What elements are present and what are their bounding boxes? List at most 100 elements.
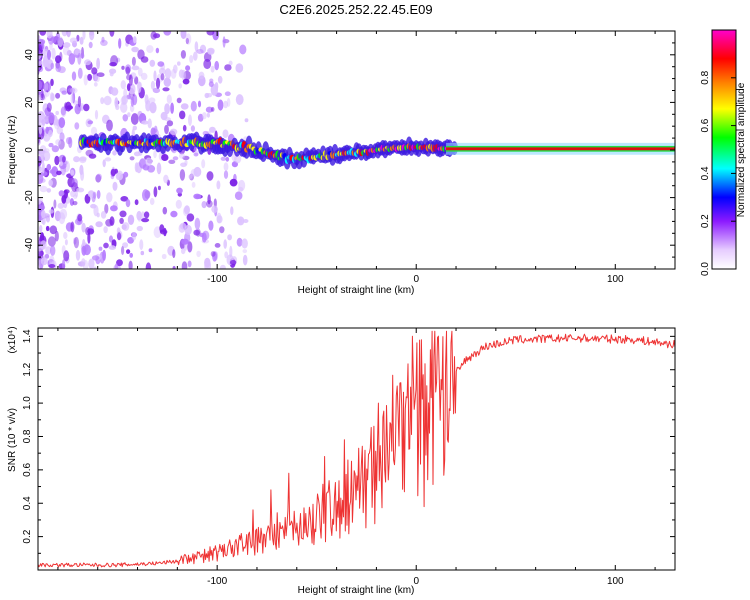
noise-blob — [188, 174, 193, 179]
colorbar: 0.0 0.2 0.4 0.6 0.8 Normalized spectral ampl… — [700, 29, 747, 276]
noise-blob — [148, 248, 153, 253]
noise-blob — [84, 59, 92, 66]
noise-blob — [225, 156, 230, 162]
noise-blob — [109, 216, 115, 226]
noise-blob — [161, 253, 167, 260]
noise-blob — [162, 206, 168, 215]
noise-blob — [137, 67, 143, 77]
noise-blob — [103, 242, 109, 249]
noise-blob — [118, 38, 122, 49]
noise-blob — [45, 225, 50, 232]
noise-blob — [80, 169, 85, 181]
noise-blob — [121, 65, 125, 70]
noise-blob — [164, 68, 172, 79]
noise-blob — [157, 185, 161, 191]
noise-blob — [159, 224, 165, 233]
noise-blob — [121, 246, 125, 255]
noise-blob — [136, 210, 142, 221]
noise-blob — [137, 110, 143, 119]
noise-blob — [180, 50, 186, 59]
noise-blob — [220, 156, 227, 161]
noise-blob — [127, 112, 131, 118]
noise-blob — [145, 157, 153, 166]
noise-blob — [49, 225, 58, 235]
noise-blob — [193, 51, 198, 61]
noise-blob — [229, 178, 238, 187]
noise-blob — [131, 56, 136, 66]
noise-blob — [38, 44, 43, 54]
noise-blob — [235, 63, 244, 73]
noise-blob — [77, 96, 81, 108]
noise-blob — [63, 250, 70, 262]
noise-blob — [128, 260, 133, 269]
noise-blob — [136, 225, 143, 232]
snr-ticks: -100 0 100 0.2 0.4 0.6 0.8 1.0 1.2 1.4 — [22, 328, 675, 587]
noise-blob — [38, 80, 43, 90]
snr-multiplier: (x10⁴) — [7, 326, 18, 353]
noise-blob — [39, 185, 48, 193]
noise-blob — [66, 137, 72, 145]
noise-blob — [235, 94, 244, 106]
y-tick-label: 0.2 — [22, 529, 33, 543]
noise-blob — [59, 132, 65, 142]
y-tick-label: 1.4 — [22, 329, 33, 343]
noise-blob — [204, 260, 211, 269]
noise-blob — [132, 231, 137, 241]
noise-blob — [120, 196, 129, 202]
noise-blob — [104, 203, 109, 214]
noise-blob — [176, 187, 183, 194]
noise-blob — [42, 150, 51, 162]
noise-blob — [122, 242, 129, 249]
noise-blob — [71, 71, 77, 81]
snr-marks — [38, 330, 675, 568]
noise-blob — [149, 101, 157, 114]
noise-blob — [193, 152, 199, 157]
carrier-line — [446, 147, 675, 151]
noise-blob — [91, 255, 100, 261]
noise-blob — [70, 169, 75, 176]
noise-blob — [177, 61, 181, 66]
noise-blob — [79, 156, 87, 162]
noise-blob — [201, 159, 206, 169]
noise-blob — [153, 70, 157, 82]
noise-blob — [119, 210, 127, 218]
noise-blob — [185, 33, 192, 45]
noise-blob — [172, 265, 176, 269]
noise-blob — [149, 59, 156, 67]
noise-blob — [161, 154, 169, 161]
noise-blob — [142, 189, 150, 202]
noise-blob — [160, 73, 165, 81]
noise-blob — [54, 119, 60, 130]
noise-blob — [81, 245, 87, 256]
noise-blob — [219, 264, 226, 269]
noise-blob — [172, 249, 176, 259]
noise-blob — [207, 194, 211, 205]
noise-blob — [51, 47, 56, 60]
noise-blob — [228, 60, 233, 66]
noise-blob — [163, 77, 171, 87]
noise-blob — [163, 174, 169, 184]
noise-blob — [166, 94, 172, 104]
noise-blob — [61, 90, 67, 95]
noise-blob — [95, 221, 103, 228]
noise-blob — [211, 205, 218, 213]
noise-blob — [50, 245, 56, 256]
noise-blob — [96, 173, 102, 181]
colorbar-ticks: 0.0 0.2 0.4 0.6 0.8 — [700, 70, 736, 276]
y-tick-label: 40 — [24, 49, 35, 61]
noise-blob — [92, 191, 97, 199]
noise-blob — [38, 149, 45, 155]
noise-blob — [110, 205, 118, 212]
noise-blob — [134, 199, 139, 206]
noise-blob — [210, 65, 215, 73]
noise-blob — [89, 31, 95, 41]
noise-blob — [170, 210, 178, 218]
noise-blob — [88, 41, 93, 49]
noise-blob — [239, 44, 247, 55]
noise-blob — [47, 49, 51, 60]
noise-blob — [120, 80, 127, 90]
noise-blob — [181, 261, 188, 269]
noise-blob — [150, 127, 156, 137]
noise-blob — [88, 258, 95, 269]
noise-blob — [73, 237, 77, 245]
